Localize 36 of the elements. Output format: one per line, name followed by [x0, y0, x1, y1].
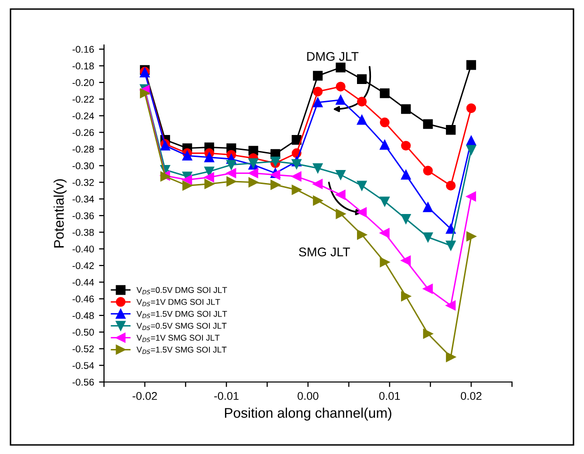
legend-label: V$_{DS}$=0.5V SMG SOI JLT — [136, 322, 227, 330]
y-tick-label: -0.56 — [72, 378, 94, 386]
y-tick-label: -0.26 — [72, 129, 94, 136]
annotation: SMG JLT — [298, 248, 350, 256]
y-tick-label: -0.34 — [72, 196, 94, 203]
x-tick-label: 0.01 — [379, 392, 400, 400]
y-tick-label: -0.44 — [72, 278, 94, 286]
annotation: DMG JLT — [307, 52, 358, 61]
y-tick-label: -0.54 — [72, 362, 94, 369]
y-tick-label: -0.28 — [72, 146, 94, 153]
y-tick-label: -0.18 — [72, 62, 94, 70]
x-tick-label: -0.02 — [132, 392, 157, 400]
y-tick-label: -0.52 — [72, 345, 94, 352]
legend-label: V$_{DS}$=1.5V DMG SOI JLT — [136, 310, 228, 318]
legend-label: V$_{DS}$=1V SMG SOI JLT — [136, 334, 220, 342]
y-tick-label: -0.20 — [72, 79, 94, 86]
x-tick-label: 0.02 — [460, 392, 482, 400]
legend-label: V$_{DS}$=1V DMG SOI JLT — [136, 298, 220, 306]
y-tick-label: -0.40 — [72, 246, 94, 252]
y-tick-label: -0.32 — [72, 179, 94, 186]
y-tick-label: -0.16 — [72, 46, 94, 53]
legend-label: V$_{DS}$=1.5V SMG SOI JLT — [136, 346, 227, 354]
y-tick-label: -0.22 — [72, 96, 94, 103]
x-tick-label: 0.00 — [298, 392, 318, 400]
y-tick-label: -0.46 — [72, 296, 94, 302]
y-tick-label: -0.48 — [72, 312, 94, 320]
x-tick-label: -0.01 — [214, 392, 239, 400]
y-tick-label: -0.38 — [72, 228, 94, 236]
y-tick-label: -0.50 — [72, 328, 94, 336]
legend-label: V$_{DS}$=0.5V DMG SOI JLT — [136, 287, 228, 294]
y-tick-label: -0.42 — [72, 262, 94, 270]
y-tick-label: -0.30 — [72, 162, 94, 170]
y-tick-label: -0.36 — [72, 212, 94, 220]
y-axis-title: Potential(v) — [54, 179, 67, 248]
x-axis-title: Position along channel(um) — [224, 408, 392, 421]
y-tick-label: -0.24 — [72, 112, 94, 120]
